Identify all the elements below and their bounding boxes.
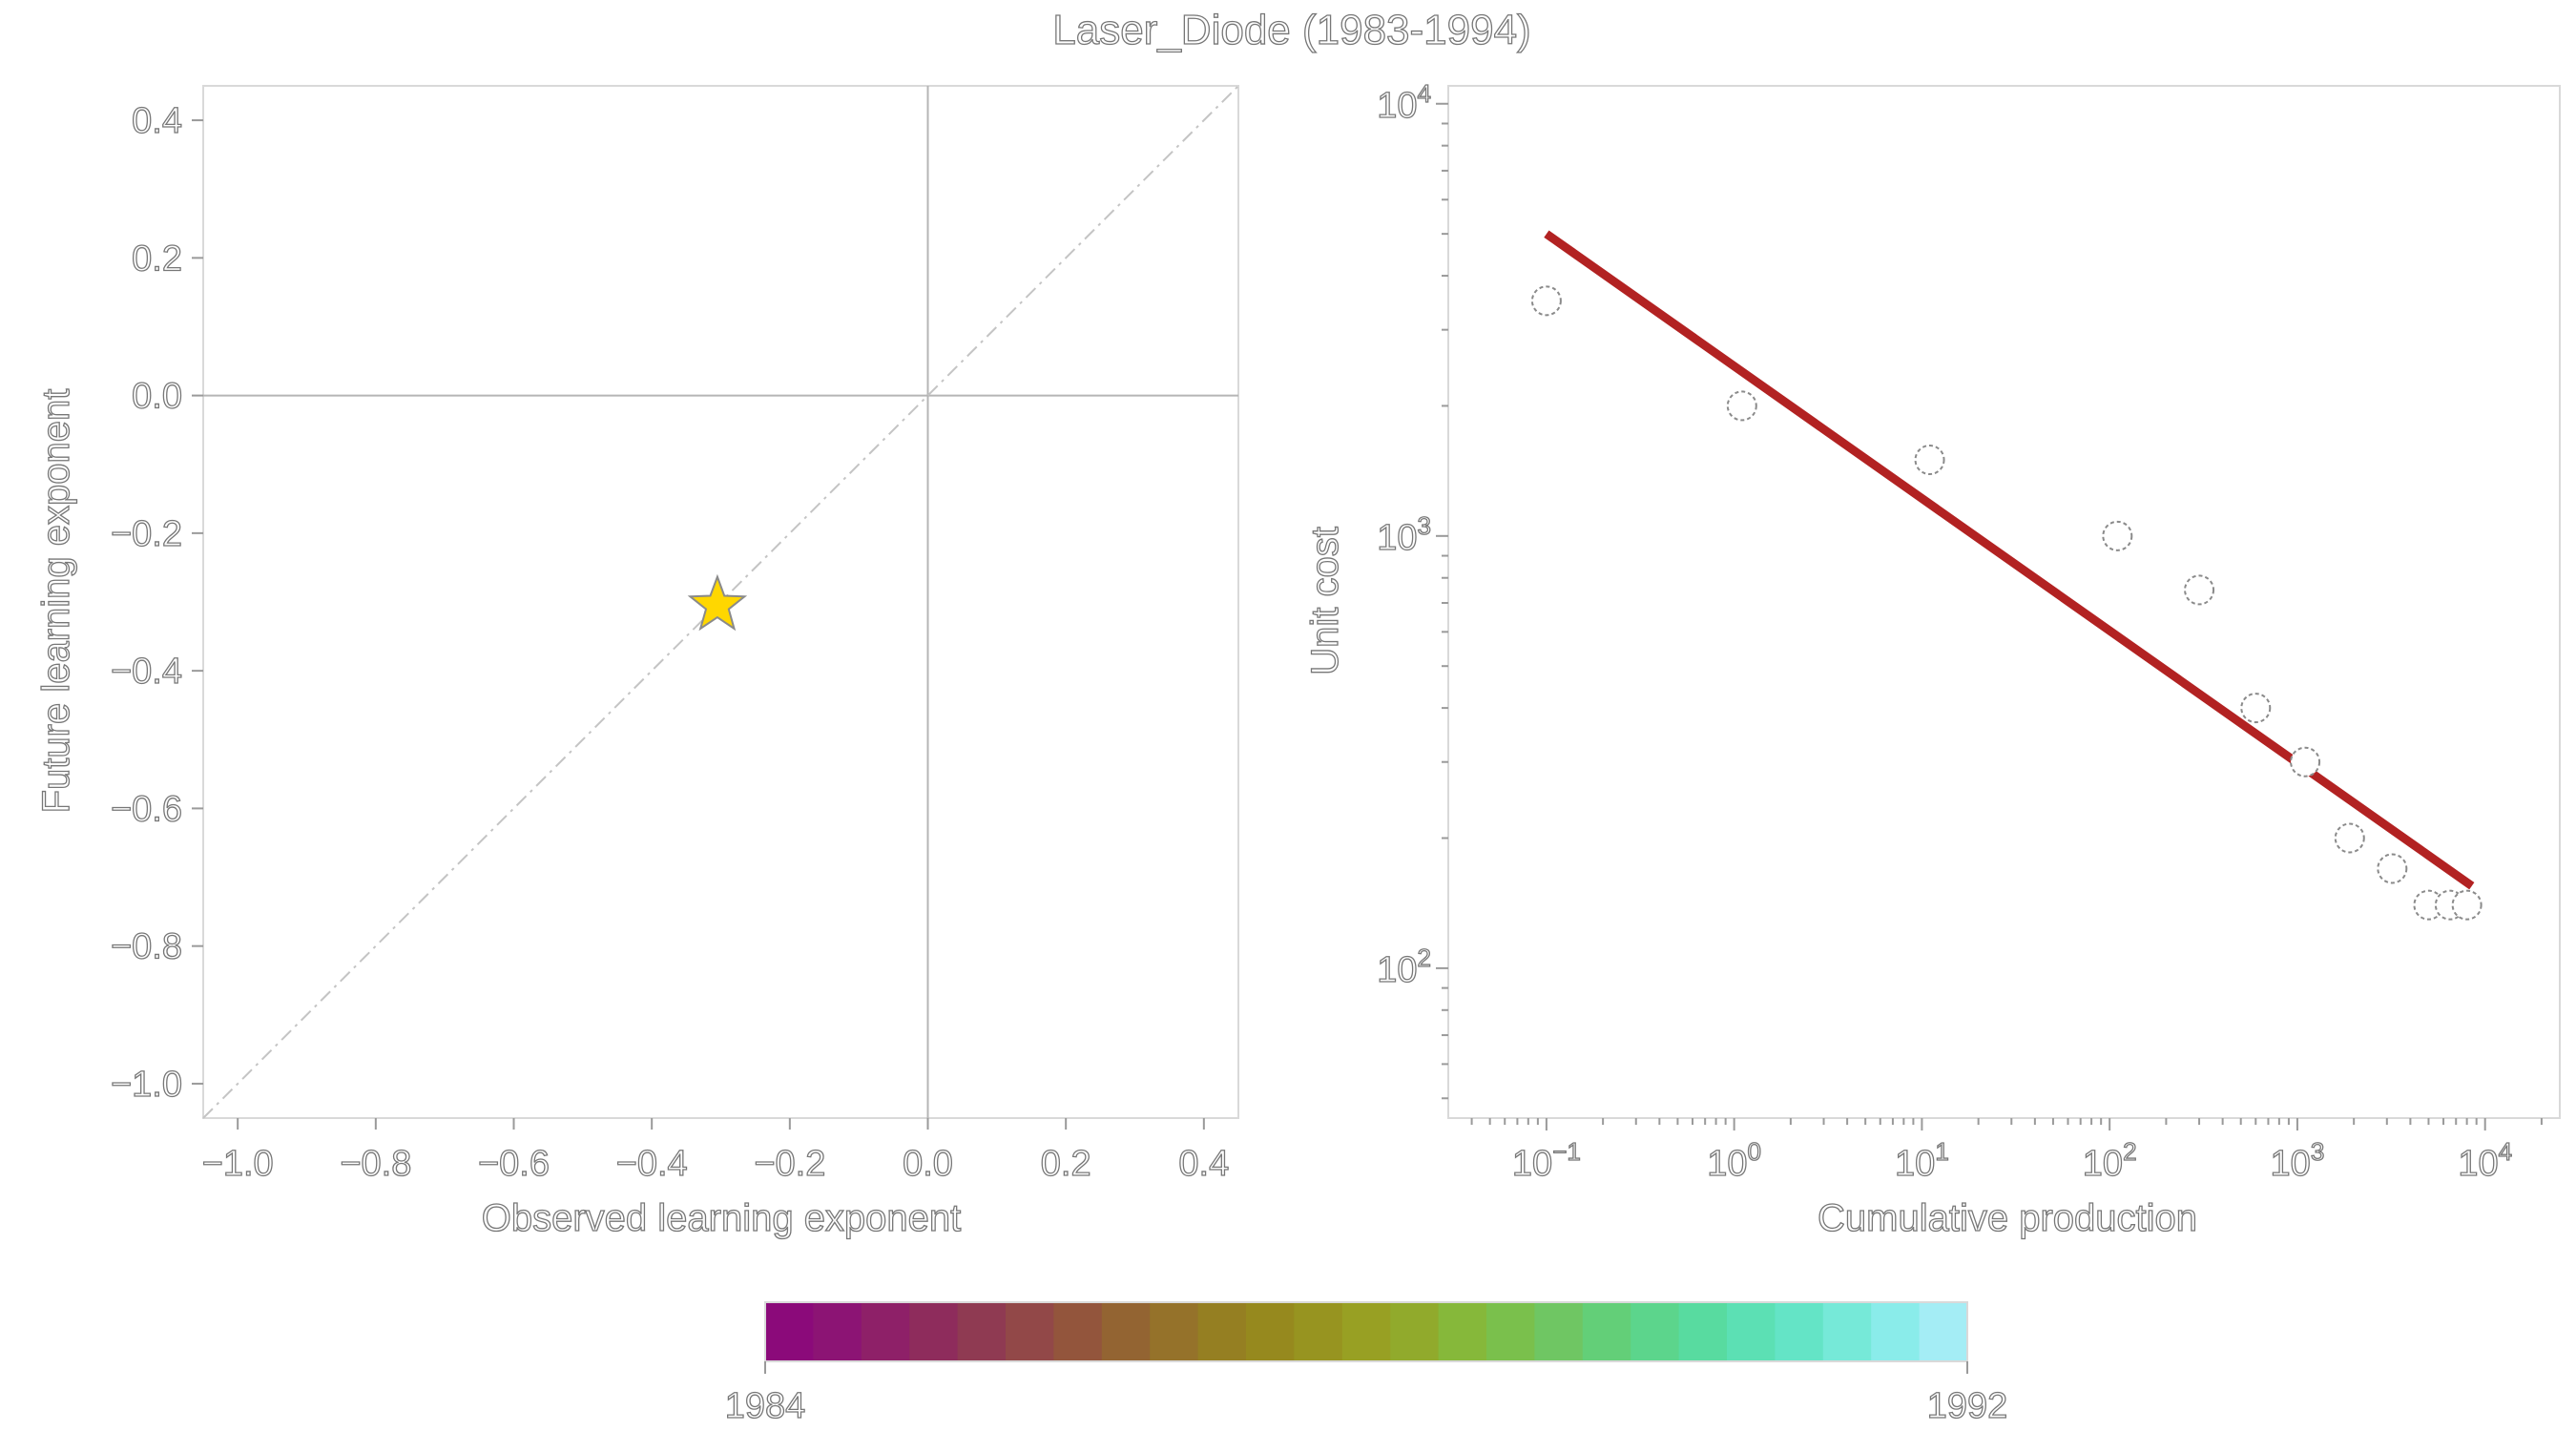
left-y-axis-label: Future learning exponent xyxy=(35,389,77,814)
star-marker xyxy=(687,573,748,632)
left-x-tick-label: 0.4 xyxy=(1178,1144,1229,1184)
right-plot-frame xyxy=(1447,85,2561,1119)
left-y-tick-label: 0.4 xyxy=(132,101,182,141)
colorbar-cell xyxy=(1197,1302,1247,1361)
left-x-tick-label: −0.6 xyxy=(478,1144,550,1184)
left-y-tick-label: 0.2 xyxy=(132,238,182,279)
data-point xyxy=(1726,390,1757,422)
left-x-tick-label: −0.4 xyxy=(616,1144,688,1184)
right-x-tick-label: 10−1 xyxy=(1512,1137,1581,1184)
right-y-tick-label: 102 xyxy=(1377,944,1431,990)
data-point xyxy=(2377,853,2408,884)
right-x-tick-label: 101 xyxy=(1895,1137,1949,1184)
data-point xyxy=(1914,445,1945,476)
left-y-tick-label: −0.2 xyxy=(111,514,182,554)
right-y-axis-label: Unit cost xyxy=(1304,527,1346,675)
colorbar-cell xyxy=(1678,1302,1728,1361)
colorbar-cell xyxy=(1871,1302,1921,1361)
colorbar-min-label: 1984 xyxy=(725,1386,806,1426)
left-y-tick-label: −1.0 xyxy=(111,1065,182,1105)
colorbar-cell xyxy=(1438,1302,1487,1361)
left-x-tick-label: 0.2 xyxy=(1041,1144,1091,1184)
colorbar-cell xyxy=(957,1302,1007,1361)
left-y-tick-label: −0.8 xyxy=(111,927,182,967)
learning-exponent-panel: −1.0 −0.8 −0.6 −0.4 −0.2 0.0 0.2 0.4 −1.0 −0.8 −0… xyxy=(34,85,1239,1240)
colorbar-cell xyxy=(1486,1302,1536,1361)
right-x-tick-label: 100 xyxy=(1707,1137,1761,1184)
colorbar-cell xyxy=(1822,1302,1872,1361)
left-y-tick-label: −0.6 xyxy=(111,789,182,829)
colorbar-cell xyxy=(1390,1302,1440,1361)
colorbar-cell xyxy=(1631,1302,1680,1361)
left-x-axis-label: Observed learning exponent xyxy=(482,1197,962,1239)
left-x-tick-label: −1.0 xyxy=(202,1144,274,1184)
right-x-tick-label: 104 xyxy=(2458,1137,2512,1184)
right-y-tick-label: 104 xyxy=(1377,79,1431,126)
colorbar-cell xyxy=(1534,1302,1584,1361)
left-x-tick-label: −0.8 xyxy=(340,1144,411,1184)
data-point xyxy=(2290,746,2321,778)
year-colorbar: 1984 1992 xyxy=(724,1301,2008,1427)
figure-title: Laser_Diode (1983-1994) xyxy=(1052,7,1530,53)
colorbar-frame xyxy=(764,1301,1968,1362)
right-x-tick-label: 103 xyxy=(2271,1137,2325,1184)
left-plot-frame xyxy=(202,85,1239,1119)
left-x-tick-label: 0.0 xyxy=(903,1144,953,1184)
left-y-tick-label: 0.0 xyxy=(132,377,182,417)
colorbar-cell xyxy=(765,1302,815,1361)
left-y-tick-label: −0.4 xyxy=(111,652,182,692)
data-point xyxy=(1530,285,1562,317)
colorbar-cell xyxy=(1006,1302,1055,1361)
colorbar-cell xyxy=(909,1302,959,1361)
right-x-axis-label: Cumulative production xyxy=(1818,1197,2197,1239)
colorbar-cell xyxy=(1727,1302,1776,1361)
data-point xyxy=(2184,574,2215,606)
colorbar-cell xyxy=(1341,1302,1391,1361)
colorbar-cell xyxy=(1919,1302,1968,1361)
colorbar-cell xyxy=(1246,1302,1296,1361)
colorbar-cell xyxy=(861,1302,910,1361)
colorbar-cell xyxy=(813,1302,862,1361)
colorbar-cell xyxy=(1101,1302,1151,1361)
colorbar-cell xyxy=(1582,1302,1631,1361)
data-point xyxy=(2451,889,2483,921)
learning-curve-panel: 10−1 100 101 102 103 104 102 103 104 Cumulative… xyxy=(1303,78,2561,1240)
fit-line xyxy=(1544,230,2475,890)
data-point xyxy=(2334,822,2365,854)
colorbar-cell xyxy=(1150,1302,1199,1361)
right-y-tick-label: 103 xyxy=(1377,511,1431,558)
right-x-tick-label: 102 xyxy=(2083,1137,2137,1184)
colorbar-cell xyxy=(1053,1302,1103,1361)
colorbar-max-label: 1992 xyxy=(1927,1386,2008,1426)
left-x-tick-label: −0.2 xyxy=(754,1144,825,1184)
data-point xyxy=(2240,693,2272,724)
colorbar-cell xyxy=(1775,1302,1824,1361)
colorbar-cell xyxy=(1294,1302,1343,1361)
data-point xyxy=(2102,520,2133,551)
